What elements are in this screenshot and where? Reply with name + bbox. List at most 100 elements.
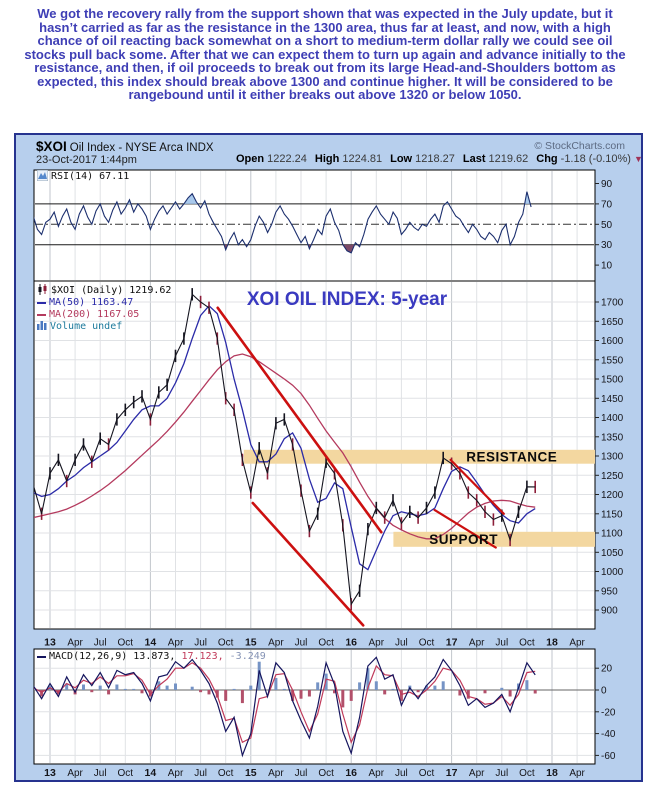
rsi-legend-label: RSI(14) 67.11 [51,171,130,182]
svg-text:Jul: Jul [194,768,207,779]
svg-text:1250: 1250 [601,471,624,482]
svg-text:1600: 1600 [601,336,624,347]
timestamp: 23-Oct-2017 1:44pm [36,154,137,166]
macd-line-icon [37,656,46,658]
change-value: -1.18 (-0.10%) [560,153,631,165]
svg-text:Jul: Jul [194,638,207,649]
svg-text:Apr: Apr [469,768,485,779]
svg-text:1550: 1550 [601,355,624,366]
symbol-description: Oil Index - NYSE Arca INDX [69,142,214,154]
svg-text:-60: -60 [601,751,616,762]
chart-title: XOI OIL INDEX: 5-year [247,289,448,310]
svg-text:18: 18 [546,637,558,649]
svg-text:16: 16 [345,767,357,779]
svg-text:Apr: Apr [168,638,184,649]
open-label: Open [236,153,265,165]
svg-text:Jul: Jul [295,638,308,649]
main-chart-legend: $XOI (Daily) 1219.62 MA(50) 1163.47 MA(2… [37,283,172,333]
svg-text:90: 90 [601,179,613,190]
svg-text:Apr: Apr [469,638,485,649]
commentary-text: We got the recovery rally from the suppo… [24,6,626,102]
svg-text:Jul: Jul [94,638,107,649]
x-axis-labels-1: 13 Apr Jul Oct 14 Apr Jul Oct 15 Apr Jul Oct 16 Apr Ju… [44,637,585,649]
svg-text:Oct: Oct [519,638,535,649]
svg-text:-20: -20 [601,707,616,718]
svg-text:Apr: Apr [569,638,585,649]
candlestick-icon [37,283,48,299]
svg-text:50: 50 [601,220,613,231]
price-legend-label: $XOI (Daily) 1219.62 [51,285,172,296]
svg-text:14: 14 [145,767,157,779]
macd-panel [33,648,596,765]
svg-text:Oct: Oct [419,638,435,649]
chart-header: $XOI Oil Index - NYSE Arca INDX [36,138,214,156]
svg-text:15: 15 [245,637,257,649]
rsi-line [34,191,532,254]
macd-value: MACD(12,26,9) 13.873, [49,651,176,662]
svg-text:Apr: Apr [67,638,83,649]
svg-text:1500: 1500 [601,375,624,386]
support-resistance-bands [243,449,596,547]
svg-text:Apr: Apr [369,768,385,779]
ma200-legend-label: MA(200) 1167.05 [49,309,140,320]
svg-text:1150: 1150 [601,509,623,520]
macd-signal-value: 17.123, [181,651,224,662]
volume-legend-label: Volume undef [50,321,123,332]
chart-canvas: RESISTANCE SUPPORT XOI OIL INDEX: 5-year 90… [33,169,624,779]
svg-text:Apr: Apr [369,638,385,649]
svg-text:1700: 1700 [601,298,624,309]
low-label: Low [390,153,413,165]
svg-text:Jul: Jul [295,768,308,779]
svg-text:Oct: Oct [118,768,134,779]
svg-text:30: 30 [601,240,613,251]
svg-text:10: 10 [601,261,613,272]
quote-row: Open 1222.24 High 1224.81 Low 1218.27 Last 1219… [236,153,643,165]
macd-series [34,656,537,758]
svg-text:Jul: Jul [495,638,508,649]
macd-line [34,656,536,758]
svg-text:16: 16 [345,637,357,649]
svg-text:1450: 1450 [601,394,624,405]
svg-text:1050: 1050 [601,548,624,559]
svg-text:17: 17 [446,637,458,649]
rsi-panel [33,169,596,282]
svg-text:Apr: Apr [268,768,284,779]
rsi-chart-icon [36,169,49,185]
svg-text:-40: -40 [601,729,616,740]
ma200-line [34,353,536,540]
symbol-label: $XOI [36,139,67,154]
last-value: 1219.62 [488,153,529,165]
svg-text:Oct: Oct [519,768,535,779]
svg-text:Oct: Oct [419,768,435,779]
svg-text:1200: 1200 [601,490,624,501]
y-axis-labels: 90 70 50 30 10 1700 1650 1600 1550 1500 1450 1400 13… [595,179,624,762]
change-down-arrow-icon: ▼ [633,154,643,164]
svg-text:1100: 1100 [601,529,623,540]
ma50-legend-label: MA(50) 1163.47 [49,297,134,308]
svg-text:13: 13 [44,637,56,649]
svg-text:Apr: Apr [67,768,83,779]
trend-channel-lines [216,306,505,627]
svg-text:Jul: Jul [395,638,408,649]
svg-text:14: 14 [145,637,157,649]
svg-text:15: 15 [245,767,257,779]
svg-text:1400: 1400 [601,413,624,424]
open-value: 1222.24 [267,153,307,165]
svg-text:Oct: Oct [218,768,234,779]
svg-text:Oct: Oct [318,638,334,649]
svg-text:70: 70 [601,199,613,210]
svg-text:Oct: Oct [118,638,134,649]
macd-legend: MACD(12,26,9) 13.873, 17.123, -3.249 [37,651,266,663]
high-label: High [314,153,340,165]
svg-text:Oct: Oct [318,768,334,779]
chart-frame: RESISTANCE SUPPORT XOI OIL INDEX: 5-year 90… [14,133,643,782]
svg-text:Jul: Jul [495,768,508,779]
svg-text:1300: 1300 [601,452,624,463]
ma50-line [34,304,536,571]
support-label: SUPPORT [429,532,498,547]
x-axis-labels-2: 13 Apr Jul Oct 14 Apr Jul Oct 15 Apr Jul Oct 16 Apr Ju… [44,767,585,779]
svg-text:Jul: Jul [94,768,107,779]
svg-text:Jul: Jul [395,768,408,779]
svg-text:17: 17 [446,767,458,779]
